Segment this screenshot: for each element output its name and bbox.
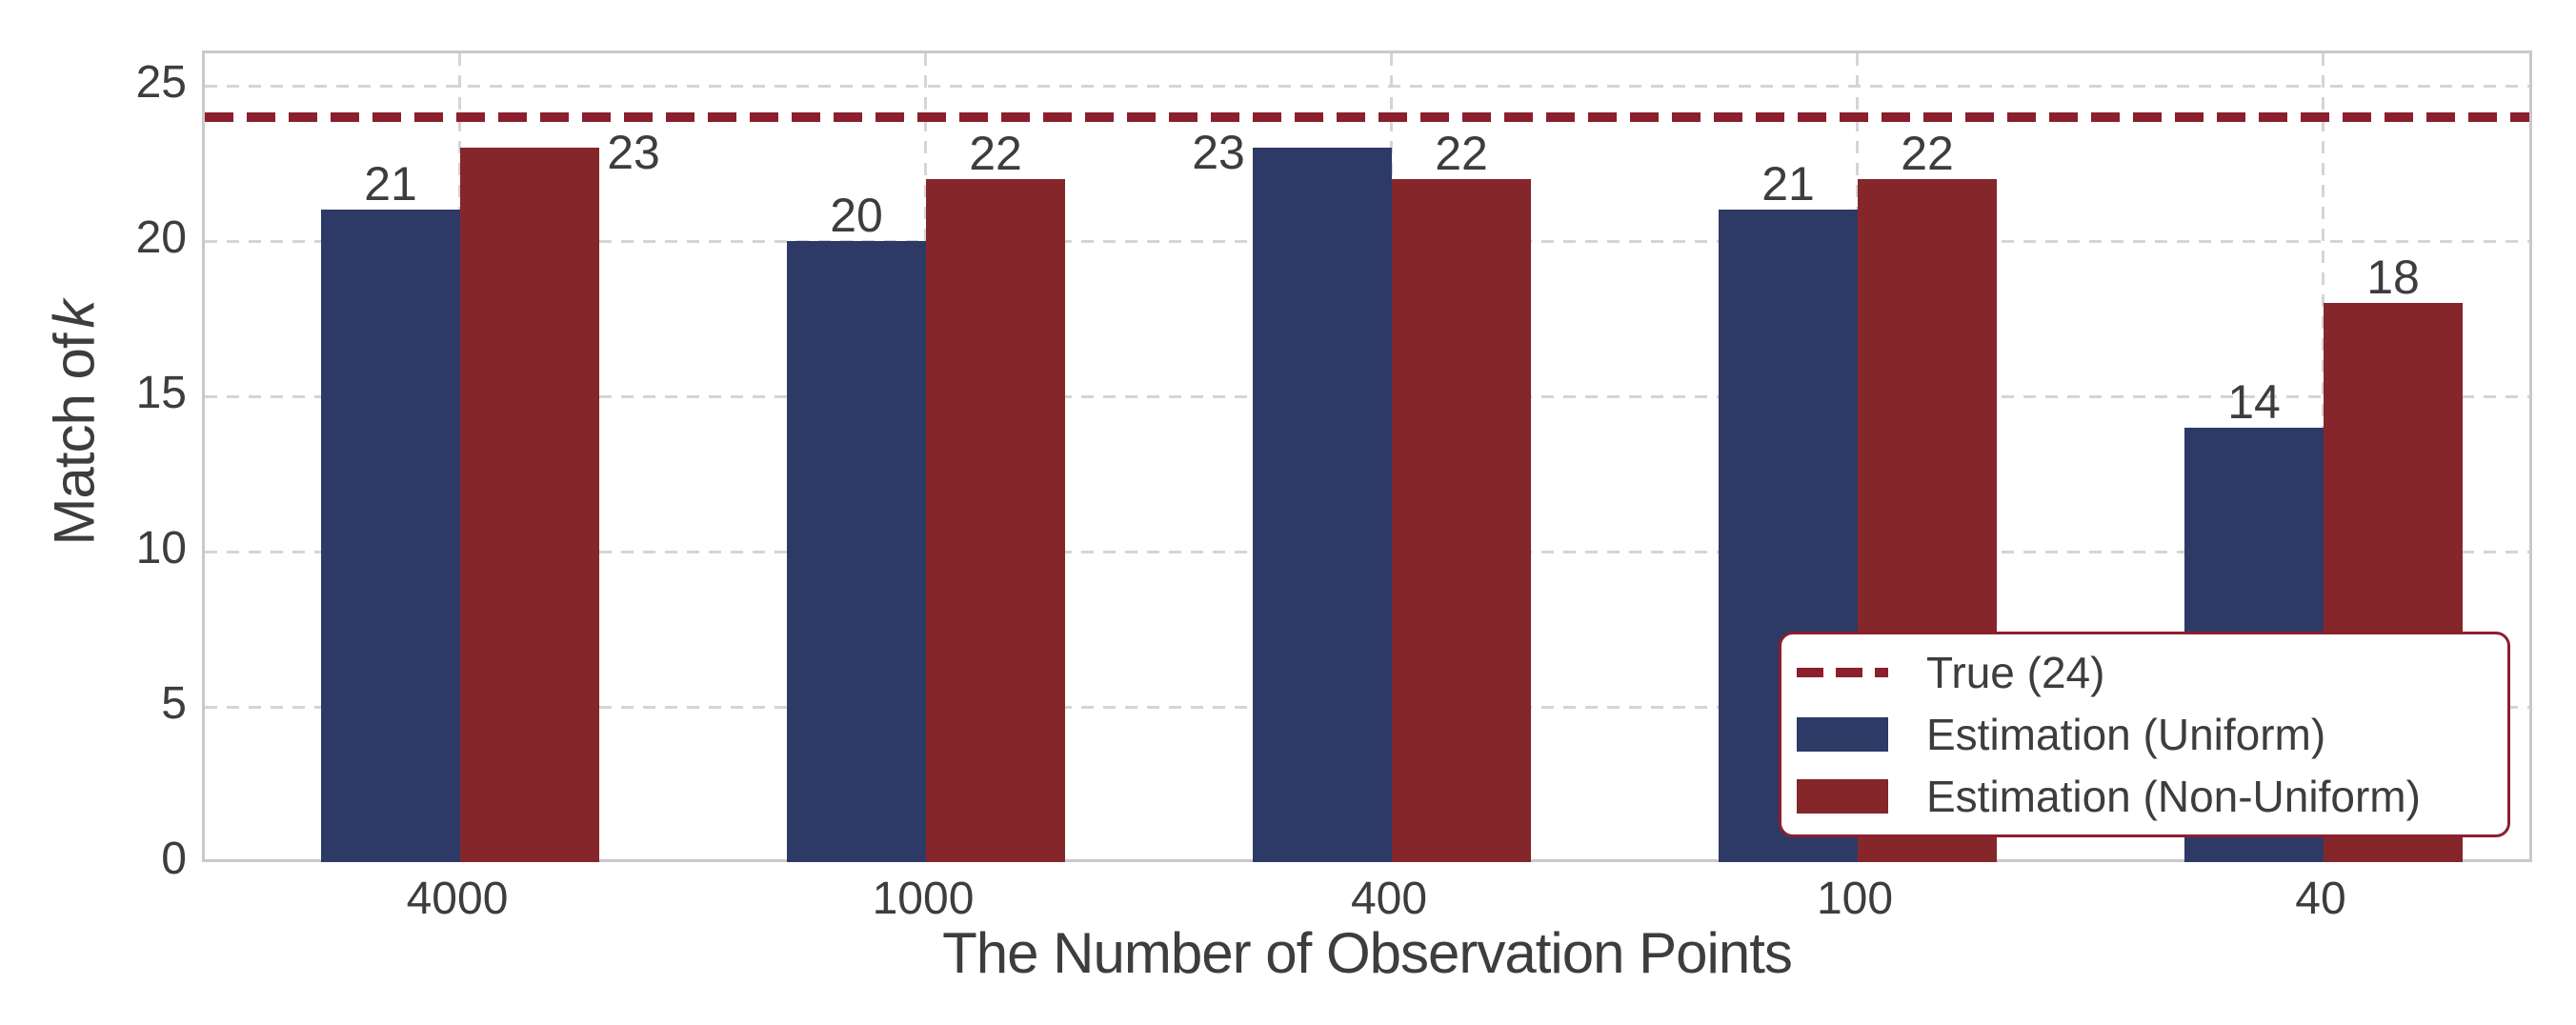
bar-value-label: 20 [830,189,883,242]
x-tick-label-1000: 1000 [872,874,975,924]
y-axis-title-prefix: Match of [42,333,107,546]
legend-dashed-line-icon [1797,668,1888,678]
legend-marker [1797,668,1888,678]
bar-uniform-400 [1253,148,1392,862]
y-tick-label-10: 10 [135,523,187,573]
legend-swatch-icon [1797,778,1888,814]
bar-value-label: 22 [969,126,1022,180]
legend-label: Estimation (Non-Uniform) [1926,771,2421,821]
x-tick-label-100: 100 [1816,874,1894,924]
true-value-reference-line [205,111,2529,122]
y-tick-label-20: 20 [135,212,187,263]
bar-value-label: 14 [2227,374,2281,429]
legend-label: Estimation (Uniform) [1926,709,2326,759]
y-tick-label-25: 25 [135,57,187,108]
legend-swatch-icon [1797,716,1888,752]
bar-value-label: 23 [1192,126,1245,180]
bar-value-label: 21 [364,157,417,211]
plot-area: 21 20 23 21 14 23 22 22 22 18 [202,50,2532,862]
bar-uniform-4000 [321,210,460,862]
y-tick-label-5: 5 [161,678,187,729]
legend-box: True (24) Estimation (Uniform) Estimation … [1779,632,2510,837]
x-tick-label-4000: 4000 [406,874,509,924]
y-axis-title-variable: k [42,300,107,329]
legend-marker [1797,778,1888,814]
bar-value-label: 21 [1761,157,1815,211]
bar-value-label: 23 [607,126,660,180]
x-axis-title: The Number of Observation Points [942,921,1793,985]
bar-value-label: 18 [2366,251,2420,305]
legend-item-1: Estimation (Uniform) [1797,705,2507,764]
gridline-horizontal-25 [205,85,2529,88]
y-tick-label-15: 15 [135,368,187,418]
legend-item-0: True (24) [1797,643,2507,702]
legend-label: True (24) [1926,648,2105,698]
x-tick-label-400: 400 [1350,874,1428,924]
y-tick-label-0: 0 [161,834,187,884]
x-tick-label-40: 40 [2295,874,2346,924]
bar-uniform-1000 [787,241,926,862]
legend-item-2: Estimation (Non-Uniform) [1797,767,2507,826]
bar-nonuniform-400 [1392,178,1531,862]
y-axis-title-text: Match of k [42,300,108,545]
bar-value-label: 22 [1901,126,1954,180]
bar-nonuniform-1000 [926,178,1065,862]
bar-nonuniform-4000 [460,148,599,862]
legend-marker [1797,716,1888,752]
bar-value-label: 22 [1435,126,1488,180]
